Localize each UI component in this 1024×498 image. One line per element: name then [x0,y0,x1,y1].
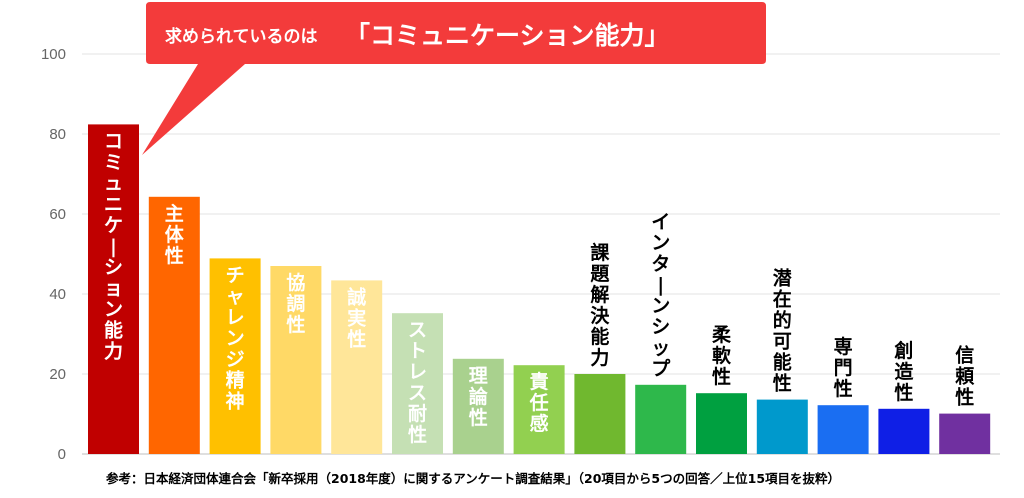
bar-category-label: 柔軟性 [712,324,732,388]
source-note: 参考：日本経済団体連合会「新卒採用（2018年度）に関するアンケート調査結果」（… [106,471,841,486]
bar [513,365,565,454]
y-tick-label: 0 [58,446,66,463]
callout-shape [142,2,766,155]
bar-category-label: 創造性 [894,339,914,404]
bar-category-label: 理論性 [469,365,489,429]
callout-bubble: 求められているのは 「コミュニケーション能力」 [142,2,766,155]
bar [756,399,808,454]
bar [939,413,991,454]
y-tick-label: 60 [49,206,66,223]
bars [88,124,991,455]
bar-category-label: 潜在的可能性 [773,267,793,395]
bar-category-label: 信頼性 [955,344,975,409]
bar [574,374,626,454]
bar [817,405,869,454]
callout-highlight-text: 「コミュニケーション能力」 [345,21,670,50]
bar-category-label: 責任感 [529,371,549,435]
bar-category-label: 課題解決能力 [590,241,610,369]
bar [148,196,200,455]
bar [392,313,443,454]
bar [88,124,139,455]
bar [270,266,322,454]
bar-category-label: 専門性 [834,336,853,400]
y-tick-label: 80 [49,126,66,143]
bar [331,280,383,454]
y-tick-label: 40 [49,286,66,303]
callout-prefix-text: 求められているのは [165,26,318,47]
y-tick-label: 100 [41,46,66,63]
bar [452,358,504,454]
bar [209,258,261,454]
bar [696,393,747,454]
y-axis-ticks: 0 20 40 60 80 100 [41,46,66,463]
bar [635,384,687,454]
bar [878,408,930,454]
bar-category-label: インタ|ンシップ [651,211,671,380]
bar-category-label: コミュニケ|ション能力 [104,130,123,362]
bar-category-label: 主体性 [165,203,185,267]
y-tick-label: 20 [49,366,66,383]
bar-labels: コミュニケ|ション能力 主体性チャレンジ精神 協調性 誠実性ストレス耐性 理論性 責任感 課… [104,130,975,446]
bar-category-label: 協調性 [286,272,305,336]
bar-category-label: 誠実性 [347,285,366,350]
bar-category-label: ストレス耐性 [408,319,427,446]
bar-category-label: チャレンジ精神 [226,264,245,412]
